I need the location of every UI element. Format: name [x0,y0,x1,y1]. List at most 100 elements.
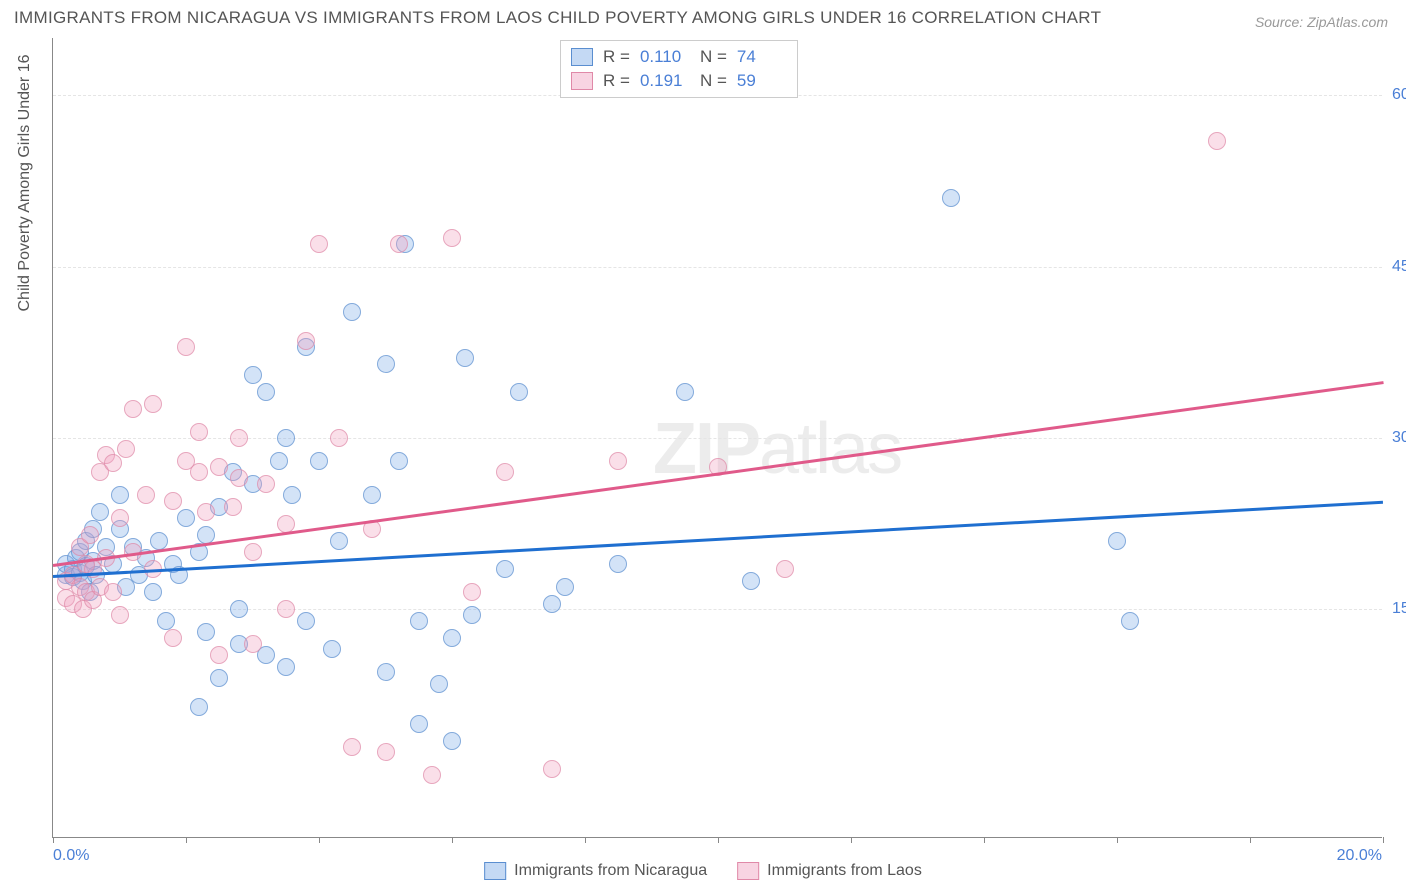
data-point [609,452,627,470]
data-point [257,475,275,493]
data-point [377,663,395,681]
data-point [510,383,528,401]
data-point [111,486,129,504]
data-point [343,738,361,756]
r-value: 0.191 [640,71,690,91]
legend-row: R = 0.191 N = 59 [571,69,787,93]
data-point [496,560,514,578]
n-label: N = [700,71,727,91]
data-point [244,635,262,653]
data-point [443,229,461,247]
data-point [111,509,129,527]
y-tick-label: 45.0% [1392,258,1406,276]
data-point [244,366,262,384]
x-tick [53,837,54,843]
data-point [277,600,295,618]
data-point [124,400,142,418]
data-point [117,440,135,458]
data-point [104,454,122,472]
data-point [297,332,315,350]
data-point [377,743,395,761]
data-point [496,463,514,481]
legend-row: R =0.110N =74 [571,45,787,69]
data-point [210,669,228,687]
data-point [609,555,627,573]
gridline [53,609,1382,610]
data-point [423,766,441,784]
y-axis-title: Child Poverty Among Girls Under 16 [16,55,34,312]
data-point [330,429,348,447]
x-tick-label: 0.0% [53,847,89,865]
data-point [310,452,328,470]
data-point [1108,532,1126,550]
correlation-legend: R = 0.110 N = 74R = 0.191 N = 59 [560,40,798,98]
x-tick [585,837,586,843]
data-point [210,458,228,476]
data-point [137,486,155,504]
data-point [257,383,275,401]
x-tick [452,837,453,843]
data-point [230,469,248,487]
data-point [363,486,381,504]
y-tick-label: 60.0% [1392,86,1406,104]
legend-item: Immigrants from Laos [737,862,922,880]
x-tick [851,837,852,843]
data-point [430,675,448,693]
data-point [283,486,301,504]
data-point [190,423,208,441]
data-point [210,646,228,664]
data-point [224,498,242,516]
data-point [277,658,295,676]
x-tick [186,837,187,843]
series-legend: Immigrants from NicaraguaImmigrants from… [484,862,922,880]
data-point [1208,132,1226,150]
gridline [53,438,1382,439]
data-point [556,578,574,596]
legend-swatch [737,862,759,880]
gridline [53,267,1382,268]
x-tick-label: 20.0% [1337,847,1382,865]
data-point [164,492,182,510]
data-point [277,429,295,447]
data-point [456,349,474,367]
x-tick [1250,837,1251,843]
data-point [776,560,794,578]
data-point [177,338,195,356]
source-credit: Source: ZipAtlas.com [1255,14,1388,30]
data-point [81,526,99,544]
r-label: R = [603,47,630,67]
x-tick [319,837,320,843]
x-tick [1383,837,1384,843]
data-point [144,583,162,601]
n-value: 59 [737,71,787,91]
n-value: 74 [737,47,787,67]
data-point [377,355,395,373]
data-point [104,583,122,601]
data-point [244,543,262,561]
x-tick [984,837,985,843]
y-tick-label: 15.0% [1392,600,1406,618]
legend-label: Immigrants from Laos [767,862,922,880]
data-point [310,235,328,253]
data-point [942,189,960,207]
data-point [410,612,428,630]
data-point [297,612,315,630]
data-point [463,606,481,624]
data-point [150,532,168,550]
data-point [197,623,215,641]
data-point [144,395,162,413]
data-point [270,452,288,470]
data-point [390,452,408,470]
r-label: R = [603,71,630,91]
data-point [543,760,561,778]
r-value: 0.110 [640,47,690,67]
data-point [543,595,561,613]
data-point [91,503,109,521]
data-point [463,583,481,601]
data-point [230,429,248,447]
legend-swatch [571,48,593,66]
data-point [190,698,208,716]
y-tick-label: 30.0% [1392,429,1406,447]
x-tick [718,837,719,843]
data-point [190,463,208,481]
